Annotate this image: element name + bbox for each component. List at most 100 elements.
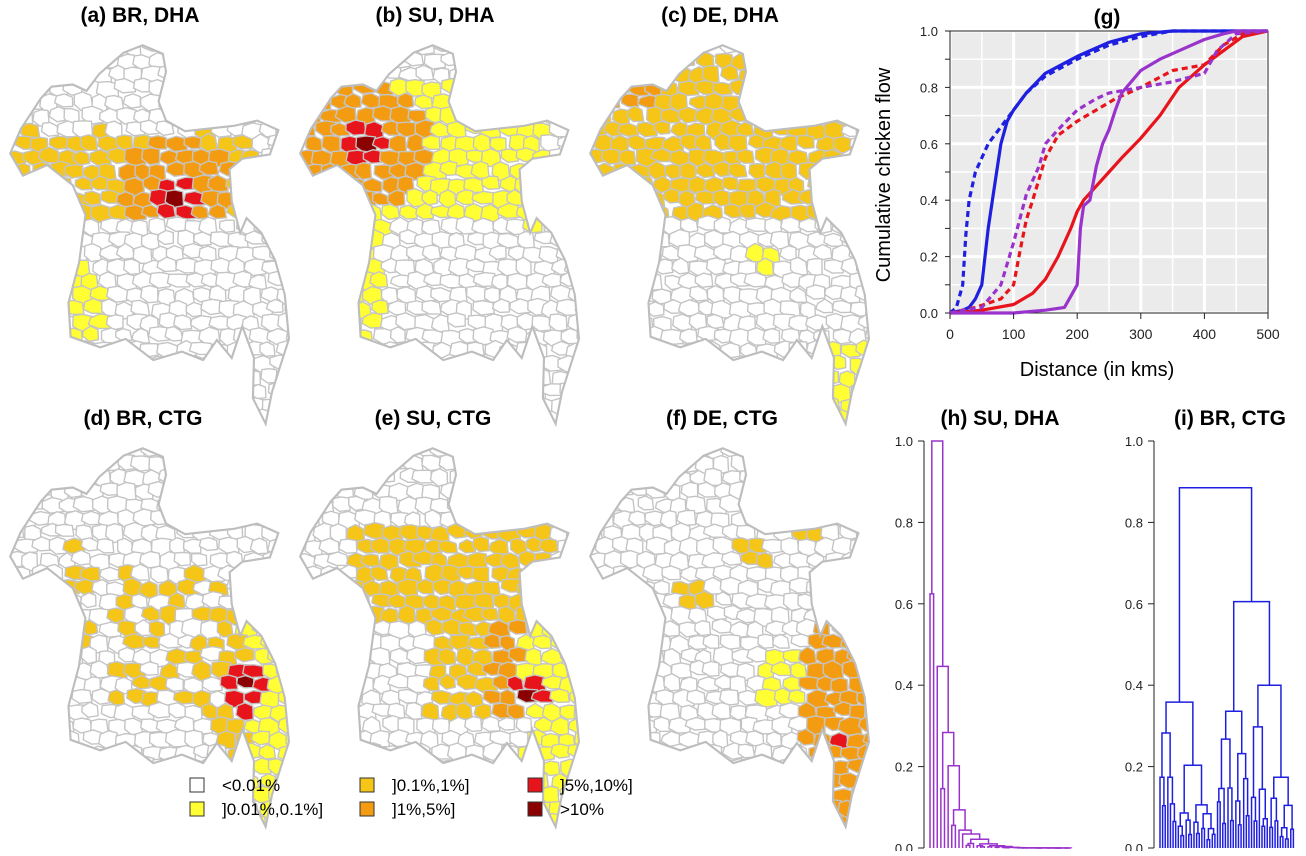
map-district xyxy=(557,163,574,181)
dendro-branch xyxy=(1234,602,1270,712)
map-district xyxy=(22,745,42,763)
map-district xyxy=(605,608,625,626)
map-district xyxy=(585,661,603,677)
map-district xyxy=(322,622,343,637)
map-district xyxy=(229,68,245,81)
map-district xyxy=(250,538,267,554)
map-district xyxy=(399,829,416,845)
map-district xyxy=(371,357,392,375)
map-district xyxy=(662,814,680,832)
map-district xyxy=(814,595,835,610)
dendro-branch xyxy=(1184,765,1201,813)
map-district xyxy=(577,621,594,636)
map-panel-a xyxy=(3,38,307,444)
dendro-branch xyxy=(1223,823,1226,848)
map-district xyxy=(108,690,124,705)
map-district xyxy=(22,341,39,356)
map-district xyxy=(288,80,308,94)
map-district xyxy=(619,369,639,384)
map-district xyxy=(804,96,825,111)
map-district xyxy=(135,381,151,395)
map-district xyxy=(31,354,48,370)
map-district xyxy=(315,343,335,358)
map-district xyxy=(586,41,605,57)
map-district xyxy=(192,827,208,841)
map-district xyxy=(23,230,41,247)
map-district xyxy=(199,106,217,123)
map-district xyxy=(338,676,357,692)
map-district xyxy=(364,41,382,54)
map-district xyxy=(722,368,740,384)
map-district xyxy=(415,829,436,844)
map-district xyxy=(594,273,617,289)
map-district xyxy=(617,497,634,512)
map-district xyxy=(569,67,586,83)
legend-swatch-1 xyxy=(190,778,204,792)
map-district xyxy=(847,620,866,638)
map-district xyxy=(662,457,684,471)
map-district xyxy=(22,426,38,439)
map-district xyxy=(540,482,557,501)
map-district xyxy=(47,730,68,745)
map-district xyxy=(635,369,653,383)
map-district xyxy=(303,190,323,205)
dendro-tick-label: 0.8 xyxy=(1125,515,1143,530)
map-district xyxy=(38,68,57,81)
map-district xyxy=(781,538,799,555)
map-district xyxy=(567,151,584,165)
x-tick-label: 300 xyxy=(1129,326,1153,342)
map-district xyxy=(549,66,565,82)
map-district xyxy=(81,135,97,151)
dendro-tick-label: 0.2 xyxy=(895,760,913,775)
map-district xyxy=(329,314,348,330)
map-district xyxy=(331,67,352,84)
map-district xyxy=(345,38,367,55)
dendro-branch xyxy=(930,594,934,848)
map-district xyxy=(298,719,318,734)
map-district xyxy=(422,135,440,149)
map-district xyxy=(457,382,478,395)
map-district xyxy=(535,179,552,197)
map-district xyxy=(613,410,634,427)
map-district xyxy=(324,646,344,664)
map-district xyxy=(346,67,362,83)
map-district xyxy=(548,495,570,514)
map-district xyxy=(261,441,281,455)
map-district xyxy=(64,385,83,403)
map-district xyxy=(869,594,889,609)
map-district xyxy=(140,827,159,840)
map-district xyxy=(285,676,304,693)
map-district xyxy=(24,662,42,679)
map-district xyxy=(736,149,754,163)
map-district xyxy=(765,760,782,777)
map-district xyxy=(37,204,56,218)
map-district xyxy=(775,771,790,789)
dendro-tick-label: 1.0 xyxy=(1125,434,1143,449)
dendro-tick-label: 0.2 xyxy=(1125,760,1143,775)
map-district xyxy=(798,784,820,803)
x-tick-label: 0 xyxy=(946,326,954,342)
map-district xyxy=(57,608,76,627)
map-district xyxy=(100,788,117,806)
x-tick-label: 100 xyxy=(1002,326,1026,342)
map-district xyxy=(774,469,793,484)
map-district xyxy=(242,469,264,489)
map-district xyxy=(702,661,719,676)
dendro-branch xyxy=(1258,685,1281,777)
map-district xyxy=(508,483,526,499)
dendro-branch xyxy=(981,847,985,848)
map-district xyxy=(620,67,636,82)
map-district xyxy=(225,369,244,383)
map-district xyxy=(517,93,537,106)
map-district xyxy=(533,580,549,596)
map-district xyxy=(285,217,303,232)
map-district xyxy=(796,484,817,498)
map-district xyxy=(296,313,312,329)
map-district xyxy=(515,397,534,413)
map-district xyxy=(284,412,305,428)
map-district xyxy=(458,356,479,372)
map-district xyxy=(664,189,680,203)
map-district xyxy=(194,498,211,513)
map-district xyxy=(107,38,124,55)
map-district xyxy=(328,287,344,304)
